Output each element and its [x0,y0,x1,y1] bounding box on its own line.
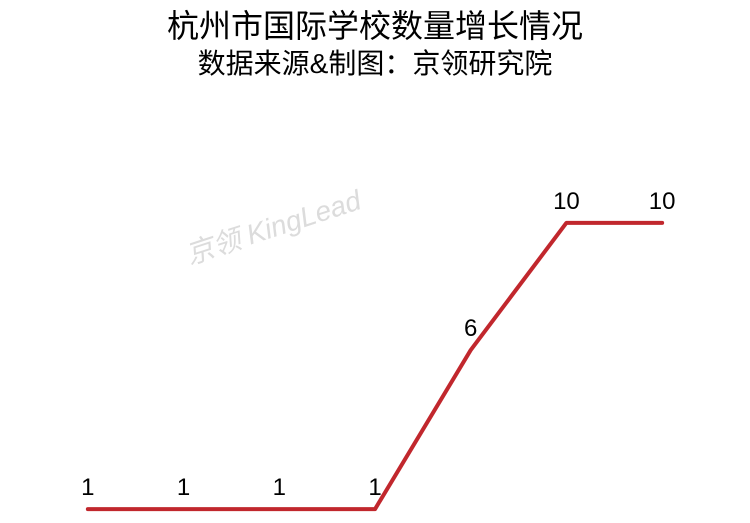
chart-subtitle: 数据来源&制图：京领研究院 [0,46,750,81]
svg-text:1: 1 [368,474,381,501]
svg-text:10: 10 [649,188,676,215]
svg-text:6: 6 [464,315,477,342]
line-chart: 1984-19901991-19951996-20002001-20052006… [0,81,750,523]
chart-container: 杭州市国际学校数量增长情况 数据来源&制图：京领研究院 京领 KingLead … [0,0,750,523]
svg-text:1: 1 [177,474,190,501]
svg-text:1: 1 [81,474,94,501]
svg-text:10: 10 [553,188,580,215]
svg-text:1: 1 [273,474,286,501]
chart-title: 杭州市国际学校数量增长情况 [0,0,750,46]
